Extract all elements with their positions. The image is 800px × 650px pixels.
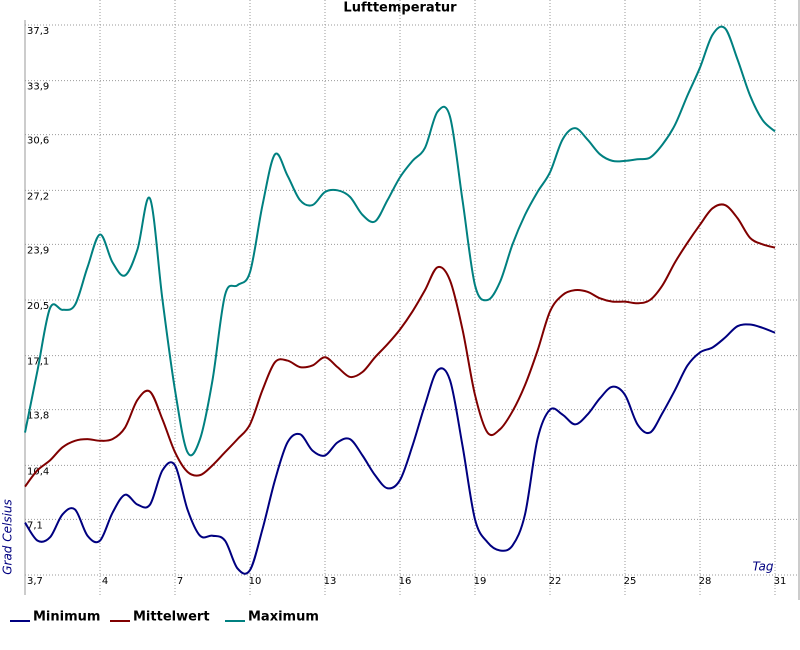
legend-label: Mittelwert xyxy=(133,610,210,625)
x-tick-label: 10 xyxy=(249,576,262,587)
legend-label: Minimum xyxy=(33,610,100,625)
y-tick-label: 20,5 xyxy=(27,301,49,312)
series-line xyxy=(24,323,776,575)
y-tick-label: 23,9 xyxy=(27,245,49,256)
chart-title: Lufttemperatur xyxy=(343,1,457,16)
x-tick-label: 7 xyxy=(177,576,183,587)
y-tick-label: 30,6 xyxy=(27,136,49,147)
x-tick-label: 25 xyxy=(624,576,637,587)
x-tick-label: 16 xyxy=(399,576,412,587)
x-tick-label: 13 xyxy=(324,576,337,587)
x-tick-label: 28 xyxy=(699,576,712,587)
y-tick-label: 37,3 xyxy=(27,26,49,37)
series-line xyxy=(24,25,776,457)
x-tick-label: 31 xyxy=(774,576,787,587)
y-tick-label: 27,2 xyxy=(27,191,49,202)
y-tick-label: 3,7 xyxy=(27,576,43,587)
y-tick-label: 13,8 xyxy=(27,411,49,422)
y-axis-label: Grad Celsius xyxy=(1,499,15,575)
y-tick-label: 33,9 xyxy=(27,82,49,93)
y-tick-label: 10,4 xyxy=(27,466,49,477)
x-tick-label: 19 xyxy=(474,576,487,587)
legend-label: Maximum xyxy=(248,610,319,625)
x-tick-label: 4 xyxy=(102,576,108,587)
series-line xyxy=(24,203,776,488)
y-tick-label: 7,1 xyxy=(27,520,43,531)
x-tick-label: 22 xyxy=(549,576,562,587)
x-axis-label: Tag xyxy=(752,560,773,574)
